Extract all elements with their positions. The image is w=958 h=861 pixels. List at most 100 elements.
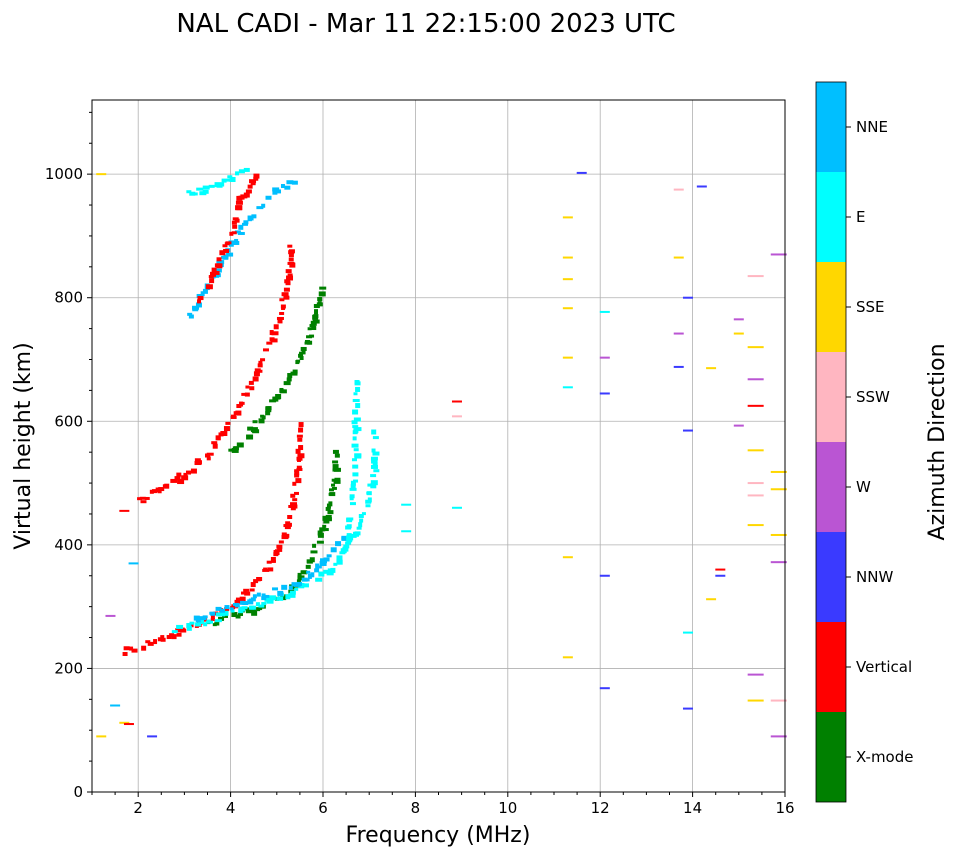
- data-point-e: [192, 192, 198, 196]
- data-point-vertical: [157, 637, 163, 642]
- data-point-x-mode: [287, 373, 293, 379]
- data-point-vertical: [236, 404, 242, 409]
- data-point-vertical: [181, 475, 189, 481]
- data-point-vertical: [288, 257, 294, 262]
- data-point-vertical: [209, 271, 216, 277]
- data-point-nne: [234, 238, 239, 244]
- data-point-e: [351, 420, 358, 425]
- data-point-vertical: [287, 273, 293, 279]
- data-point-vertical: [215, 435, 221, 441]
- plot-frame: [91, 99, 786, 793]
- data-point-vertical: [245, 385, 250, 389]
- data-point-nne: [277, 189, 282, 194]
- data-point-vertical: [266, 560, 272, 564]
- data-point-nne: [316, 565, 322, 569]
- data-point-vertical: [283, 295, 290, 300]
- data-point-vertical: [245, 189, 252, 194]
- data-point-vertical: [219, 250, 226, 256]
- colorbar-segment: [816, 172, 846, 262]
- x-tick-label: 12: [591, 799, 610, 817]
- data-point-e: [353, 417, 361, 422]
- data-point-vertical: [239, 401, 245, 405]
- colorbar-label: Azimuth Direction: [925, 343, 950, 540]
- data-point-x-mode: [251, 610, 258, 616]
- data-point-x-mode: [238, 612, 244, 616]
- data-point-vertical: [284, 526, 291, 530]
- data-point-w: [747, 673, 764, 676]
- data-point-vertical: [294, 471, 300, 476]
- data-point-x-mode: [334, 453, 340, 458]
- data-point-vertical: [210, 615, 215, 620]
- data-point-x-mode: [231, 612, 238, 618]
- colorbar-label-nne: NNE: [856, 118, 888, 136]
- data-point-e: [238, 169, 245, 174]
- data-point-x-mode: [297, 572, 302, 576]
- data-point-vertical: [297, 437, 303, 442]
- data-point-x-mode: [300, 346, 307, 351]
- data-point-vertical: [239, 596, 246, 602]
- data-point-vertical: [144, 496, 150, 500]
- data-point-x-mode: [316, 540, 324, 544]
- data-point-nne: [240, 600, 245, 605]
- data-point-nne: [291, 180, 298, 185]
- colorbar-segment: [816, 532, 846, 622]
- data-point-w: [770, 561, 787, 564]
- data-point-vertical: [240, 591, 247, 595]
- data-point-vertical: [297, 453, 305, 459]
- data-point-vertical: [295, 448, 301, 454]
- data-point-vertical: [298, 445, 304, 451]
- data-point-vertical: [131, 648, 138, 653]
- data-point-sse: [562, 278, 573, 281]
- data-point-e: [371, 429, 377, 435]
- data-point-vertical: [211, 267, 217, 273]
- data-point-vertical: [210, 617, 215, 621]
- data-point-sse: [562, 656, 573, 659]
- x-tick-label: 2: [133, 799, 143, 817]
- data-point-ssw: [770, 699, 787, 702]
- data-point-nne: [222, 255, 229, 260]
- data-point-vertical: [285, 269, 292, 274]
- data-point-e: [359, 518, 364, 523]
- data-point-x-mode: [307, 327, 312, 331]
- data-point-vertical: [288, 249, 295, 254]
- y-axis: 0 200 400 600 800 1000: [45, 111, 92, 801]
- data-point-e: [350, 484, 356, 489]
- data-point-vertical: [263, 567, 268, 571]
- data-point-e: [196, 187, 204, 191]
- data-point-nne: [319, 560, 327, 566]
- data-point-vertical: [194, 458, 201, 464]
- data-point-e: [351, 458, 357, 462]
- data-point-nne: [229, 607, 234, 611]
- data-point-vertical: [206, 456, 211, 461]
- data-point-e: [346, 535, 354, 541]
- data-point-vertical: [451, 400, 462, 403]
- data-point-x-mode: [326, 503, 331, 509]
- data-point-vertical: [160, 637, 166, 642]
- data-point-w: [599, 356, 610, 359]
- data-point-e: [353, 479, 359, 483]
- data-point-x-mode: [250, 427, 258, 433]
- data-point-vertical: [281, 532, 287, 537]
- data-point-nne: [215, 268, 222, 273]
- data-point-x-mode: [321, 528, 329, 532]
- data-point-nne: [242, 601, 249, 606]
- data-point-e: [208, 184, 215, 188]
- data-point-nne: [187, 312, 193, 316]
- data-point-x-mode: [292, 369, 298, 374]
- data-point-e: [346, 539, 353, 543]
- x-axis: 2 4 6 8 10 12 14 16: [91, 792, 795, 817]
- data-point-e: [276, 596, 284, 601]
- data-marks: [96, 167, 787, 738]
- data-point-e: [401, 503, 412, 506]
- data-point-sse: [747, 449, 764, 452]
- data-point-e: [354, 453, 362, 459]
- data-point-nne: [335, 541, 342, 547]
- data-point-e: [355, 403, 361, 409]
- data-point-nne: [195, 302, 202, 308]
- data-point-e: [189, 191, 196, 196]
- data-point-e: [349, 494, 355, 499]
- data-point-nne: [330, 547, 337, 553]
- data-point-vertical: [250, 582, 256, 588]
- data-point-e: [197, 619, 204, 625]
- data-point-x-mode: [328, 488, 334, 492]
